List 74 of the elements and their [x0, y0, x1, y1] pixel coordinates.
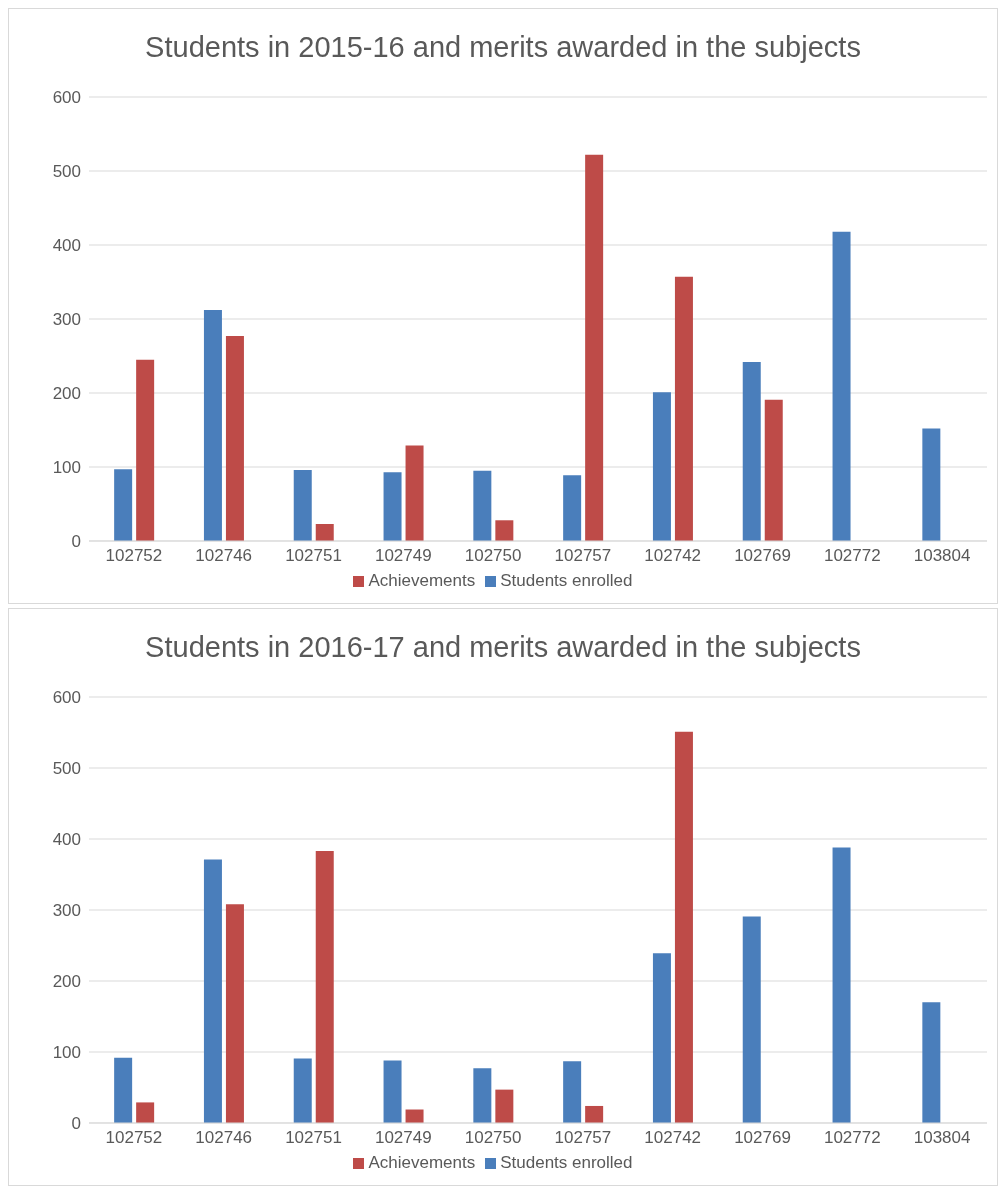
bar — [585, 154, 604, 541]
bar — [136, 1102, 155, 1123]
legend-label: Students enrolled — [500, 1153, 633, 1172]
x-tick-label: 102752 — [105, 546, 163, 566]
bar — [495, 520, 514, 541]
x-tick-label: 102750 — [464, 1128, 522, 1148]
x-tick-label: 102742 — [644, 546, 702, 566]
x-tick-label: 102772 — [823, 1128, 881, 1148]
bar — [652, 953, 671, 1123]
bar — [315, 851, 334, 1123]
bar — [832, 847, 851, 1123]
legend-label: Achievements — [368, 571, 476, 590]
x-tick-label: 102757 — [554, 1128, 612, 1148]
x-tick-label: 102751 — [285, 546, 342, 566]
bar — [203, 859, 222, 1123]
y-tick-label: 0 — [71, 532, 81, 552]
bar — [203, 310, 222, 541]
x-tick-label: 102746 — [195, 546, 253, 566]
chart-title: Students in 2016-17 and merits awarded in the subjects — [144, 630, 862, 665]
x-tick-label: 102757 — [554, 546, 612, 566]
y-tick-label: 300 — [52, 310, 81, 330]
bar — [563, 1061, 582, 1123]
bar — [674, 731, 693, 1123]
bar — [383, 1060, 402, 1123]
bar — [225, 904, 244, 1123]
bar — [225, 336, 244, 541]
y-tick-label: 500 — [52, 162, 81, 182]
x-tick-label: 102749 — [374, 546, 432, 566]
y-tick-label: 500 — [52, 759, 81, 779]
y-tick-label: 400 — [52, 830, 81, 850]
bar — [764, 399, 783, 541]
y-tick-label: 600 — [52, 688, 81, 708]
bar — [652, 392, 671, 541]
bar — [674, 276, 693, 541]
bar — [405, 445, 424, 541]
y-tick-label: 100 — [52, 458, 81, 478]
bar — [293, 469, 312, 541]
bar — [315, 523, 334, 541]
y-tick-label: 400 — [52, 236, 81, 256]
x-tick-label: 102749 — [374, 1128, 432, 1148]
x-tick-label: 102750 — [464, 546, 522, 566]
x-tick-label: 102769 — [734, 1128, 791, 1148]
bar — [742, 361, 761, 541]
y-tick-label: 300 — [52, 901, 81, 921]
bar — [473, 1068, 492, 1123]
y-tick-label: 100 — [52, 1043, 81, 1063]
chart-title: Students in 2015-16 and merits awarded in the subjects — [144, 30, 862, 65]
bar — [742, 916, 761, 1123]
bar — [293, 1058, 312, 1123]
legend-label: Students enrolled — [500, 571, 633, 590]
bar — [495, 1089, 514, 1123]
bar — [563, 475, 582, 541]
bar — [136, 359, 155, 541]
y-tick-label: 200 — [52, 384, 81, 404]
x-tick-label: 102742 — [644, 1128, 702, 1148]
x-tick-label: 103804 — [913, 1128, 971, 1148]
bar — [473, 470, 492, 541]
x-tick-label: 102752 — [105, 1128, 163, 1148]
bar — [114, 469, 133, 541]
y-tick-label: 200 — [52, 972, 81, 992]
x-tick-label: 102772 — [823, 546, 881, 566]
x-tick-label: 102751 — [285, 1128, 342, 1148]
bar — [383, 472, 402, 541]
bar — [922, 428, 941, 541]
bar — [114, 1057, 133, 1123]
y-tick-label: 0 — [71, 1114, 81, 1134]
x-tick-label: 103804 — [913, 546, 971, 566]
y-tick-label: 600 — [52, 88, 81, 108]
x-tick-label: 102769 — [734, 546, 791, 566]
legend-label: Achievements — [368, 1153, 476, 1172]
bar — [922, 1002, 941, 1123]
bar — [832, 231, 851, 541]
bar — [585, 1105, 604, 1123]
x-tick-label: 102746 — [195, 1128, 253, 1148]
